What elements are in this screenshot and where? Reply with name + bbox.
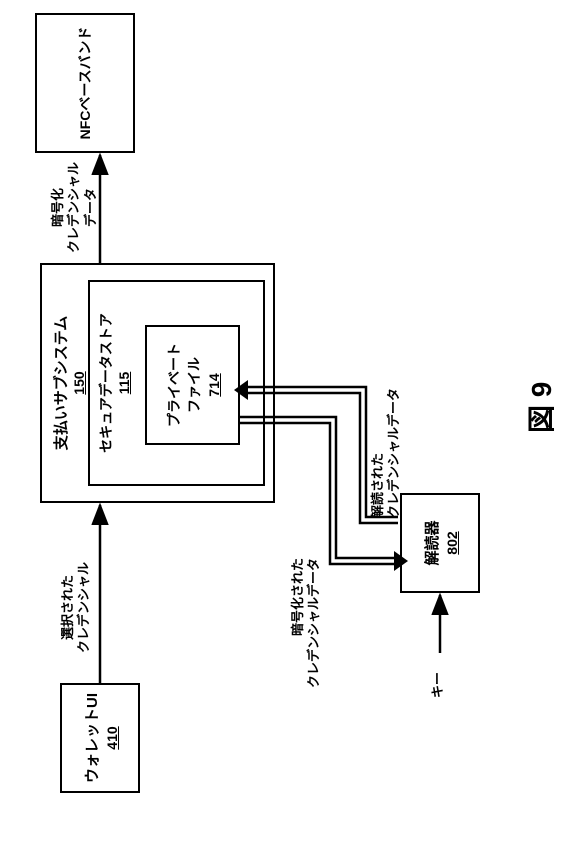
decoder-ref: 802 xyxy=(444,531,460,554)
box-private-file: プライベート ファイル 714 xyxy=(145,325,240,445)
privatefile-ref: 714 xyxy=(206,373,222,396)
subsystem-title: 支払いサブシステム xyxy=(53,316,70,451)
subsystem-header: 支払いサブシステム 150 xyxy=(50,265,89,501)
subsystem-ref: 150 xyxy=(71,371,87,394)
label-dec-cred: 解読された クレデンシャルデータ xyxy=(370,388,403,518)
wallet-ref: 410 xyxy=(104,726,120,749)
nfc-title: NFCベースバンド xyxy=(75,27,95,140)
datastore-header: セキュアデータストア 115 xyxy=(96,282,134,484)
label-key: キー xyxy=(430,672,446,698)
privatefile-title: プライベート ファイル xyxy=(164,343,204,427)
label-enc-cred-right: 暗号化 クレデンシャル データ xyxy=(50,162,99,253)
wallet-title: ウォレットUI xyxy=(81,693,102,783)
label-selected-credential: 選択された クレデンシャル xyxy=(60,562,93,653)
figure-number: 図 9 xyxy=(520,382,560,433)
datastore-title: セキュアデータストア xyxy=(98,313,114,453)
box-nfc-baseband: NFCベースバンド xyxy=(35,13,135,153)
label-enc-cred-down: 暗号化された クレデンシャルデータ xyxy=(290,558,323,688)
diagram-canvas: ウォレットUI 410 支払いサブシステム 150 セキュアデータストア 115… xyxy=(0,0,583,843)
box-decoder: 解読器 802 xyxy=(400,493,480,593)
box-wallet-ui: ウォレットUI 410 xyxy=(60,683,140,793)
decoder-title: 解読器 xyxy=(421,521,442,566)
datastore-ref: 115 xyxy=(116,372,132,395)
